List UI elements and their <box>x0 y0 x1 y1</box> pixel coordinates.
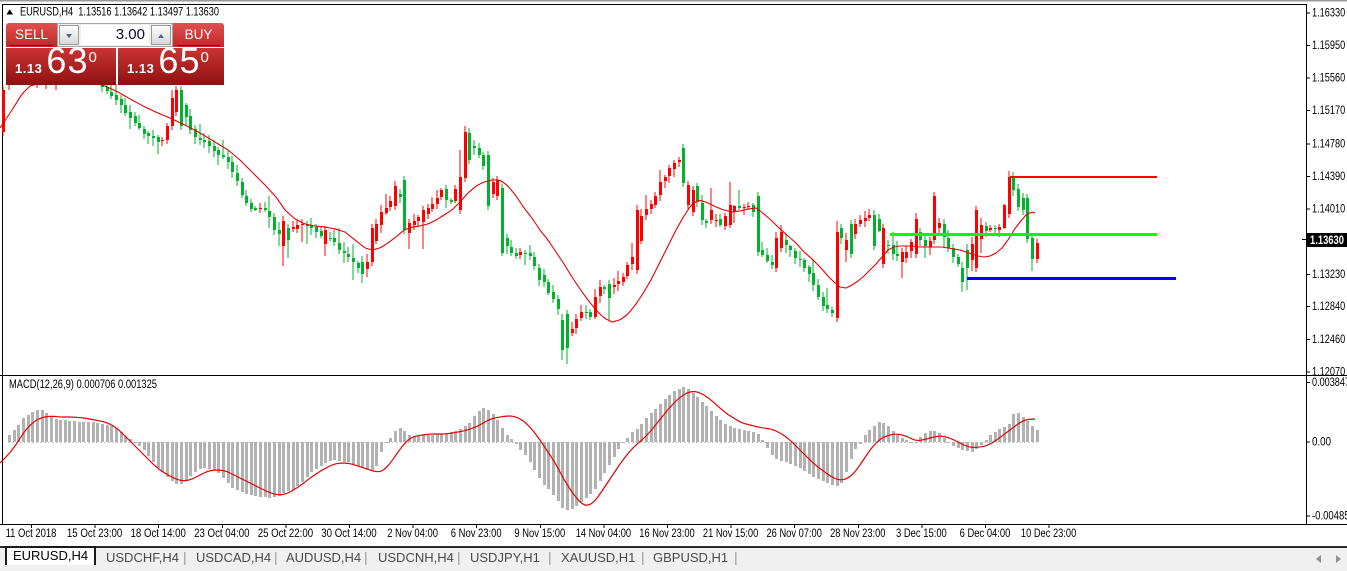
svg-text:16 Nov 23:00: 16 Nov 23:00 <box>639 528 694 540</box>
svg-text:1.14780: 1.14780 <box>1312 138 1345 150</box>
svg-text:18 Oct 14:00: 18 Oct 14:00 <box>131 528 186 540</box>
svg-text:1.15560: 1.15560 <box>1312 73 1345 85</box>
svg-text:0.00: 0.00 <box>1312 437 1331 449</box>
svg-text:MACD(12,26,9) 0.000706 0.00132: MACD(12,26,9) 0.000706 0.001325 <box>9 379 157 391</box>
svg-text:1.12070: 1.12070 <box>1312 367 1345 379</box>
svg-text:1.13230: 1.13230 <box>1312 269 1345 281</box>
svg-text:15 Oct 23:00: 15 Oct 23:00 <box>67 528 122 540</box>
svg-text:21 Nov 15:00: 21 Nov 15:00 <box>703 528 758 540</box>
svg-text:30 Oct 14:00: 30 Oct 14:00 <box>321 528 376 540</box>
svg-text:1.12460: 1.12460 <box>1312 334 1345 346</box>
svg-text:28 Nov 23:00: 28 Nov 23:00 <box>830 528 885 540</box>
svg-text:1.13630: 1.13630 <box>1310 235 1344 247</box>
svg-text:0.003847: 0.003847 <box>1312 377 1347 389</box>
svg-text:3 Dec 15:00: 3 Dec 15:00 <box>896 528 947 540</box>
svg-text:10 Dec 23:00: 10 Dec 23:00 <box>1021 528 1076 540</box>
svg-text:1.15950: 1.15950 <box>1312 40 1345 52</box>
svg-text:6 Nov 23:00: 6 Nov 23:00 <box>451 528 502 540</box>
svg-text:1.12840: 1.12840 <box>1312 301 1345 313</box>
svg-text:2 Nov 04:00: 2 Nov 04:00 <box>387 528 438 540</box>
svg-text:EURUSD,H4 1.13516 1.13642 1.1: EURUSD,H4 1.13516 1.13642 1.13497 1.1363… <box>20 5 219 19</box>
svg-text:9 Nov 15:00: 9 Nov 15:00 <box>514 528 565 540</box>
svg-text:14 Nov 04:00: 14 Nov 04:00 <box>576 528 631 540</box>
svg-text:1.14390: 1.14390 <box>1312 171 1345 183</box>
svg-text:23 Oct 04:00: 23 Oct 04:00 <box>194 528 249 540</box>
svg-text:6 Dec 04:00: 6 Dec 04:00 <box>960 528 1011 540</box>
svg-text:1.15170: 1.15170 <box>1312 105 1345 117</box>
svg-text:1.16330: 1.16330 <box>1312 8 1345 20</box>
svg-text:1.14010: 1.14010 <box>1312 203 1345 215</box>
svg-text:25 Oct 22:00: 25 Oct 22:00 <box>258 528 313 540</box>
svg-text:-0.004856: -0.004856 <box>1312 511 1347 523</box>
svg-text:26 Nov 07:00: 26 Nov 07:00 <box>767 528 822 540</box>
svg-text:11 Oct 2018: 11 Oct 2018 <box>6 528 57 540</box>
